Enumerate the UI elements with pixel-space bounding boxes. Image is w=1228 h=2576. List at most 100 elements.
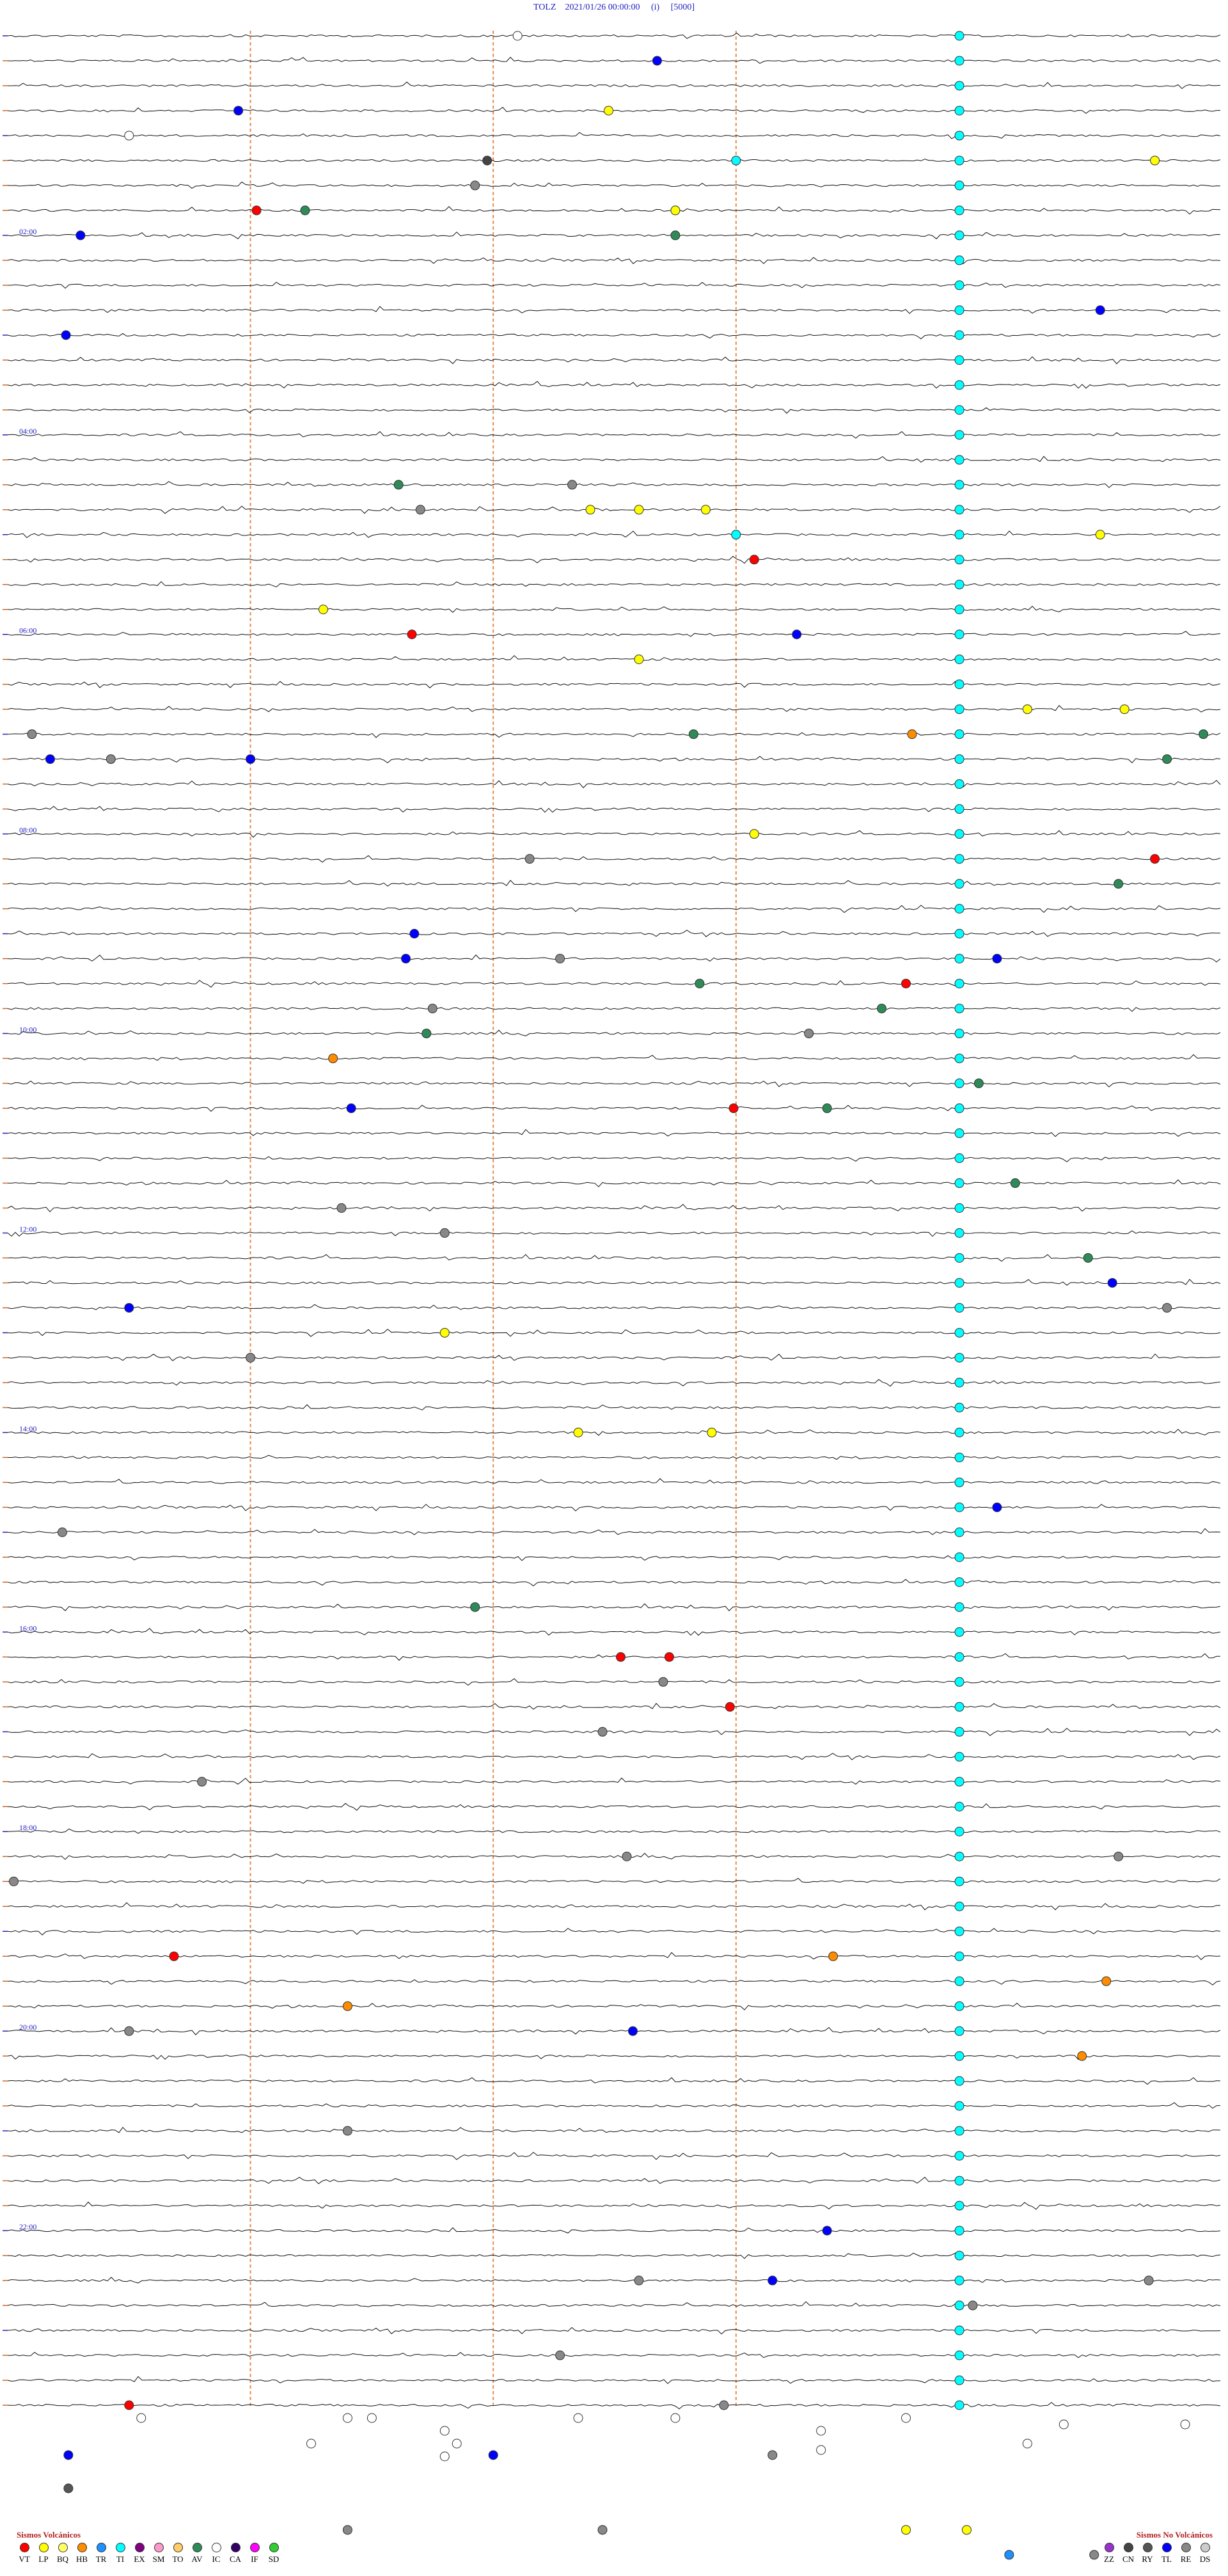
event-marker-TI bbox=[954, 230, 964, 241]
trace-line bbox=[7, 333, 1221, 340]
event-marker-RE bbox=[8, 1876, 19, 1886]
event-marker-TI bbox=[954, 155, 964, 166]
trace-line bbox=[7, 1653, 1220, 1661]
trace-line bbox=[7, 1777, 1221, 1785]
event-marker-RE bbox=[1162, 1302, 1172, 1313]
event-marker-RE bbox=[342, 2525, 352, 2535]
event-marker-LP bbox=[318, 604, 328, 615]
event-marker-TL bbox=[1095, 305, 1105, 315]
event-marker-TI bbox=[954, 1577, 964, 1587]
time-label: 16:00 bbox=[19, 1624, 36, 1632]
trace-line bbox=[7, 1478, 1221, 1484]
event-marker-RE bbox=[124, 2026, 134, 2036]
legend-item-tr: TR bbox=[93, 2543, 109, 2564]
legend-item-ex: EX bbox=[132, 2543, 147, 2564]
event-marker-extra bbox=[439, 2451, 450, 2461]
trace-line bbox=[7, 2054, 1221, 2060]
time-label: 12:00 bbox=[19, 1224, 36, 1233]
trace-line bbox=[7, 979, 1221, 988]
event-marker-RE bbox=[427, 1004, 437, 1014]
event-marker-RE bbox=[197, 1776, 207, 1787]
trace-line bbox=[7, 2077, 1221, 2085]
event-marker-TI bbox=[954, 829, 964, 839]
trace-line bbox=[7, 1254, 1221, 1262]
event-marker-TI bbox=[954, 1377, 964, 1387]
event-marker-TI bbox=[954, 2051, 964, 2061]
event-marker-LP bbox=[573, 1427, 583, 1437]
event-marker-extra bbox=[63, 2483, 74, 2493]
event-marker-TI bbox=[954, 505, 964, 515]
event-marker-TI bbox=[954, 530, 964, 540]
trace-line bbox=[7, 455, 1221, 463]
event-marker-TL bbox=[488, 2450, 498, 2460]
event-marker-extra bbox=[439, 2426, 450, 2436]
legend-swatch bbox=[19, 2543, 29, 2552]
event-marker-AV bbox=[1083, 1252, 1093, 1263]
event-marker-VT bbox=[169, 1951, 179, 1961]
event-marker-TI bbox=[954, 2176, 964, 2186]
legend-swatch bbox=[230, 2543, 240, 2552]
event-marker-RE bbox=[555, 2350, 565, 2360]
time-label: 20:00 bbox=[19, 2023, 36, 2032]
event-marker-AV bbox=[822, 1103, 832, 1114]
event-marker-extra bbox=[901, 2413, 911, 2423]
legend-swatch bbox=[249, 2543, 260, 2552]
event-marker-RE bbox=[439, 1228, 450, 1238]
event-marker-TI bbox=[954, 1079, 964, 1089]
trace-line bbox=[7, 1379, 1221, 1387]
trace-line bbox=[7, 32, 1221, 39]
event-marker-RE bbox=[524, 854, 535, 864]
event-marker-TI bbox=[954, 2151, 964, 2161]
trace-line bbox=[7, 1054, 1221, 1061]
event-marker-RE bbox=[1114, 1851, 1124, 1861]
event-marker-TI bbox=[954, 555, 964, 565]
legend-item-zz: ZZ bbox=[1101, 2543, 1117, 2564]
event-marker-TI bbox=[954, 929, 964, 939]
trace-line bbox=[7, 732, 1221, 738]
legend-item-lp: LP bbox=[36, 2543, 51, 2564]
trace-line bbox=[7, 1528, 1221, 1535]
event-marker-extra bbox=[306, 2438, 316, 2449]
event-marker-TI bbox=[954, 1751, 964, 1762]
legend-label: ZZ bbox=[1104, 2554, 1114, 2564]
event-marker-TI bbox=[954, 1776, 964, 1787]
legend-label: HB bbox=[75, 2554, 88, 2564]
event-marker-AV bbox=[1114, 879, 1124, 889]
event-marker-TI bbox=[954, 1004, 964, 1014]
trace-line bbox=[7, 929, 1221, 937]
time-label: 14:00 bbox=[19, 1424, 36, 1433]
legend-label: RY bbox=[1142, 2554, 1153, 2564]
trace-line bbox=[7, 1353, 1221, 1361]
event-marker-TI bbox=[954, 1702, 964, 1712]
legend-label: SM bbox=[152, 2554, 165, 2564]
trace-line bbox=[7, 2301, 1221, 2307]
event-marker-TI bbox=[954, 130, 964, 141]
event-marker-extra bbox=[136, 2413, 146, 2423]
event-marker-TI bbox=[954, 1302, 964, 1313]
event-marker-RE bbox=[968, 2300, 978, 2311]
event-marker-TI bbox=[954, 1203, 964, 1213]
event-marker-TI bbox=[954, 1352, 964, 1363]
event-marker-LP bbox=[634, 654, 644, 665]
trace-line bbox=[7, 1329, 1221, 1337]
event-marker-AV bbox=[1010, 1178, 1020, 1189]
legend-swatch bbox=[1161, 2543, 1172, 2552]
event-marker-TI bbox=[954, 1178, 964, 1189]
legend-item-tl: TL bbox=[1159, 2543, 1174, 2564]
event-marker-VT bbox=[901, 979, 911, 989]
event-marker-extra bbox=[573, 2413, 583, 2423]
trace-line bbox=[7, 505, 1221, 514]
legend-swatch bbox=[1181, 2543, 1191, 2552]
event-marker-RE bbox=[106, 754, 116, 764]
event-marker-RE bbox=[597, 2525, 608, 2535]
trace-line bbox=[7, 1029, 1221, 1036]
trace-line bbox=[7, 1105, 1221, 1112]
event-marker-TI bbox=[954, 779, 964, 789]
legend-label: CN bbox=[1122, 2554, 1135, 2564]
trace-line bbox=[7, 2151, 1221, 2160]
event-marker-TI bbox=[954, 2375, 964, 2385]
event-marker-TI bbox=[954, 2225, 964, 2236]
event-marker-extra bbox=[816, 2445, 826, 2455]
event-marker-TI bbox=[731, 530, 741, 540]
trace-line bbox=[7, 306, 1221, 314]
